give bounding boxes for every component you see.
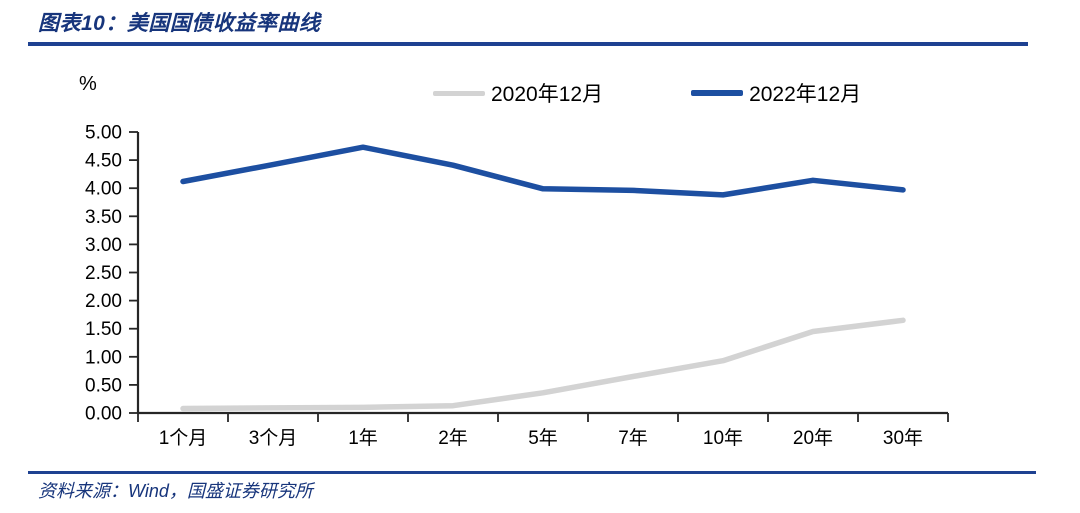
y-tick-label: 2.00 — [85, 291, 122, 312]
y-tick-label: 1.50 — [85, 319, 122, 340]
legend-label-dec-2022: 2022年12月 — [749, 83, 862, 106]
series-line-dec-2022 — [180, 144, 906, 198]
x-category-label: 30年 — [883, 427, 923, 449]
figure-title: 图表10：美国国债收益率曲线 — [38, 12, 321, 35]
legend-label-dec-2020: 2020年12月 — [491, 83, 604, 106]
x-category-label: 5年 — [528, 427, 558, 449]
y-axis-unit-label: % — [79, 73, 97, 95]
y-tick-label: 3.00 — [85, 235, 122, 256]
series-line-dec-2020 — [180, 317, 906, 412]
source-note: 资料来源：Wind，国盛证券研究所 — [38, 481, 313, 501]
footer-rule — [28, 471, 1036, 474]
x-category-label: 1个月 — [159, 427, 208, 449]
x-category-label: 1年 — [348, 427, 378, 449]
title-rule — [28, 42, 1028, 46]
legend-swatch-blue-line — [691, 90, 744, 96]
legend-item-dec-2020: 2020年12月 — [433, 78, 603, 108]
y-tick-label: 1.00 — [85, 347, 122, 368]
x-category-label: 7年 — [618, 427, 648, 449]
y-tick-label: 4.00 — [85, 179, 122, 200]
y-tick-label: 3.50 — [85, 207, 122, 228]
y-tick-label: 0.00 — [85, 404, 122, 425]
y-tick-label: 2.50 — [85, 263, 122, 284]
x-category-label: 2年 — [438, 427, 468, 449]
chart-legend: 2020年12月 2022年12月 — [433, 78, 861, 108]
legend-item-dec-2022: 2022年12月 — [691, 78, 861, 108]
x-category-label: 3个月 — [249, 427, 298, 449]
y-tick-label: 0.50 — [85, 375, 122, 396]
legend-swatch-gray-line — [433, 90, 485, 96]
x-category-label: 20年 — [793, 427, 833, 449]
x-category-label: 10年 — [703, 427, 743, 449]
y-tick-label: 5.00 — [85, 123, 122, 144]
y-tick-label: 4.50 — [85, 151, 122, 172]
